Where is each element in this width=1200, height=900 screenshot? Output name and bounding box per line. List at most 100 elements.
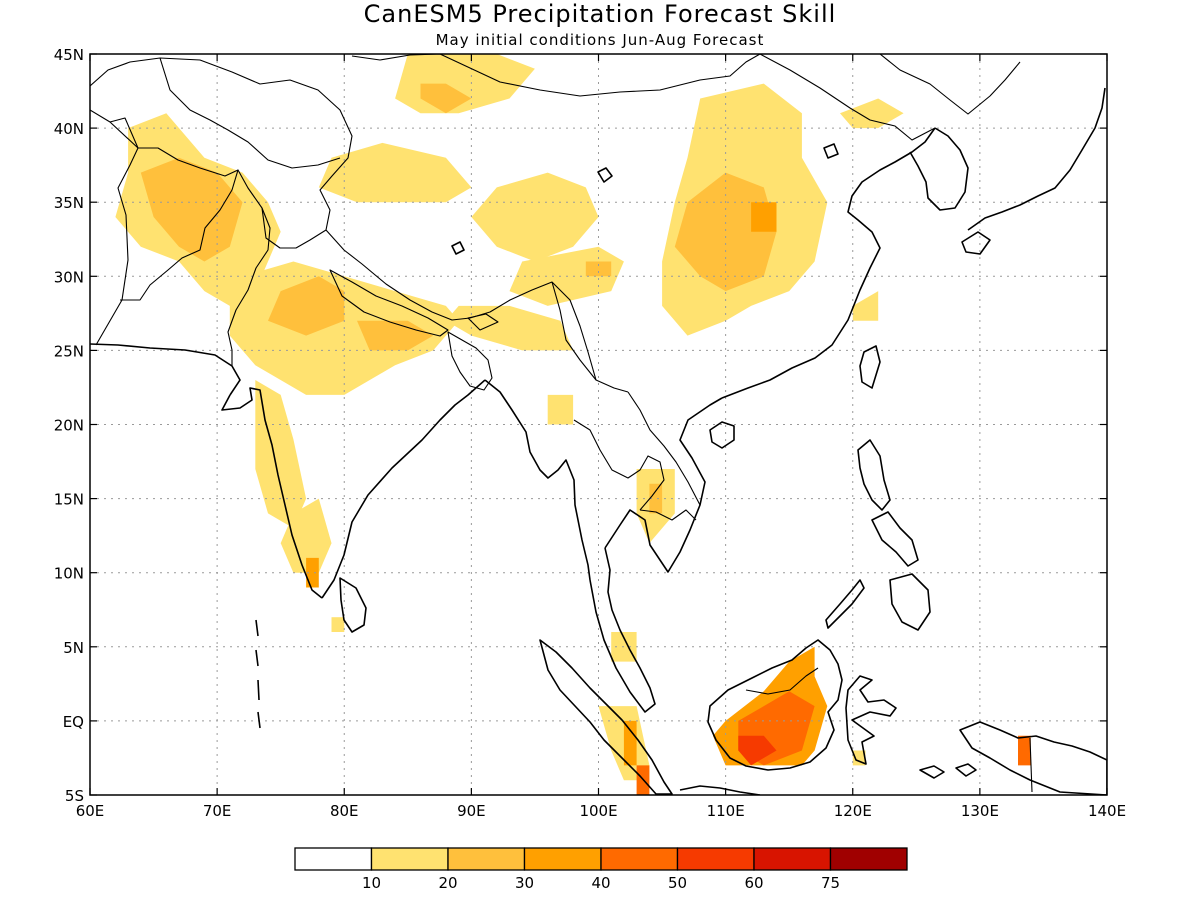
borneo-coast xyxy=(707,639,843,771)
lon-tick-label: 130E xyxy=(961,802,999,820)
makran-coast xyxy=(90,343,241,396)
china-korea-border xyxy=(759,54,936,141)
lat-tick-label: 45N xyxy=(54,46,84,64)
lon-tick-label: 110E xyxy=(707,802,745,820)
lat-tick-label: 35N xyxy=(54,194,84,212)
lat-tick-label: 15N xyxy=(54,491,84,509)
india-east-coast xyxy=(321,379,486,599)
legend-swatch-0 xyxy=(294,847,373,871)
lon-tick-label: 90E xyxy=(457,802,486,820)
lon-tick-label: 140E xyxy=(1088,802,1126,820)
lat-tick-label: 5S xyxy=(65,787,84,805)
skill-region-19 xyxy=(751,202,777,232)
kyushu-coast xyxy=(961,231,991,255)
legend-label: 10 xyxy=(362,874,381,892)
axis-tick-layer: 60E 70E 80E 90E 100E 110E 120E 130E 140E 45N 40N 35… xyxy=(54,46,1126,820)
malay-peninsula-coast xyxy=(589,547,656,713)
skill-region-30 xyxy=(738,735,777,766)
legend-label: 50 xyxy=(668,874,687,892)
south-china-coast xyxy=(721,127,936,399)
color-legend: 10 20 30 40 50 60 75 xyxy=(294,847,908,892)
legend-label: 75 xyxy=(821,874,840,892)
lon-tick-label: 60E xyxy=(76,802,105,820)
legend-swatch-6 xyxy=(753,847,832,871)
hainan-coast xyxy=(709,421,735,449)
lat-tick-label: 20N xyxy=(54,417,84,435)
figure-title: CanESM5 Precipitation Forecast Skill xyxy=(364,0,837,28)
bangladesh-border xyxy=(447,331,493,391)
lakes-layer xyxy=(451,143,839,255)
lake-outline xyxy=(823,143,839,159)
legend-label: 30 xyxy=(515,874,534,892)
png-border xyxy=(1029,737,1033,793)
pakistan-india-border xyxy=(227,169,271,366)
legend-swatch-3 xyxy=(523,847,602,871)
taiwan-coast xyxy=(859,345,881,389)
sri-lanka-coast xyxy=(339,577,367,633)
lake-outline xyxy=(597,167,613,183)
skill-region-3 xyxy=(268,276,345,336)
lake-outline xyxy=(451,241,465,255)
lesser-islands-coast xyxy=(919,763,977,779)
skill-shading-layer xyxy=(115,54,1031,795)
skill-region-32 xyxy=(1018,735,1031,766)
sulawesi-coast xyxy=(845,675,897,765)
lat-tick-label: 25N xyxy=(54,342,84,360)
korea-coast xyxy=(909,127,969,211)
mindanao-coast xyxy=(889,573,931,631)
lat-tick-label: 10N xyxy=(54,565,84,583)
laos-vietnam-border xyxy=(627,391,701,506)
afghanistan-pakistan-border xyxy=(109,121,239,301)
lat-tick-label: EQ xyxy=(63,713,84,731)
kazakhstan-border xyxy=(159,57,341,169)
lon-tick-label: 80E xyxy=(330,802,359,820)
skill-region-9 xyxy=(395,54,535,114)
skill-region-11 xyxy=(318,142,472,203)
indochina-coast xyxy=(604,397,723,573)
skill-region-20 xyxy=(840,98,904,129)
japan-coast xyxy=(967,87,1106,231)
visayas-coast xyxy=(871,511,919,567)
lon-tick-label: 70E xyxy=(203,802,232,820)
legend-swatch-2 xyxy=(447,847,526,871)
skill-region-26 xyxy=(623,720,637,766)
legend-label: 40 xyxy=(591,874,610,892)
skill-region-6 xyxy=(280,498,332,573)
skill-region-21 xyxy=(852,291,879,321)
myanmar-china-border xyxy=(551,281,629,393)
thailand-border xyxy=(573,419,665,511)
political-border-layer xyxy=(90,54,1033,793)
malaysia-border xyxy=(745,667,819,695)
lat-tick-label: 5N xyxy=(63,639,84,657)
skill-region-12 xyxy=(471,172,599,262)
legend-label: 20 xyxy=(438,874,457,892)
russia-china-border xyxy=(879,54,1021,115)
lon-tick-label: 100E xyxy=(579,802,617,820)
skill-region-23 xyxy=(649,483,663,514)
skill-region-4 xyxy=(357,320,434,351)
skill-region-5 xyxy=(255,380,307,529)
legend-swatch-1 xyxy=(370,847,449,871)
bhutan-border xyxy=(467,313,499,331)
lat-tick-label: 40N xyxy=(54,120,84,138)
skill-region-7 xyxy=(306,557,319,588)
java-coast xyxy=(679,785,761,795)
iran-border xyxy=(90,109,139,346)
sumatra-coast xyxy=(539,639,673,795)
skill-region-15 xyxy=(445,305,574,351)
new-guinea-coast xyxy=(959,721,1107,795)
skill-region-10 xyxy=(420,83,472,114)
central-asia-border xyxy=(90,57,353,231)
india-west-coast xyxy=(221,387,323,599)
skill-region-1 xyxy=(140,157,243,262)
legend-swatch-7 xyxy=(829,847,908,871)
palawan-coast xyxy=(825,579,865,629)
coastline-layer xyxy=(90,87,1107,795)
legend-swatch-4 xyxy=(600,847,679,871)
china-west-border xyxy=(261,207,327,249)
legend-label: 60 xyxy=(744,874,763,892)
luzon-coast xyxy=(857,439,891,511)
lat-tick-label: 30N xyxy=(54,268,84,286)
cambodia-border xyxy=(639,509,697,521)
